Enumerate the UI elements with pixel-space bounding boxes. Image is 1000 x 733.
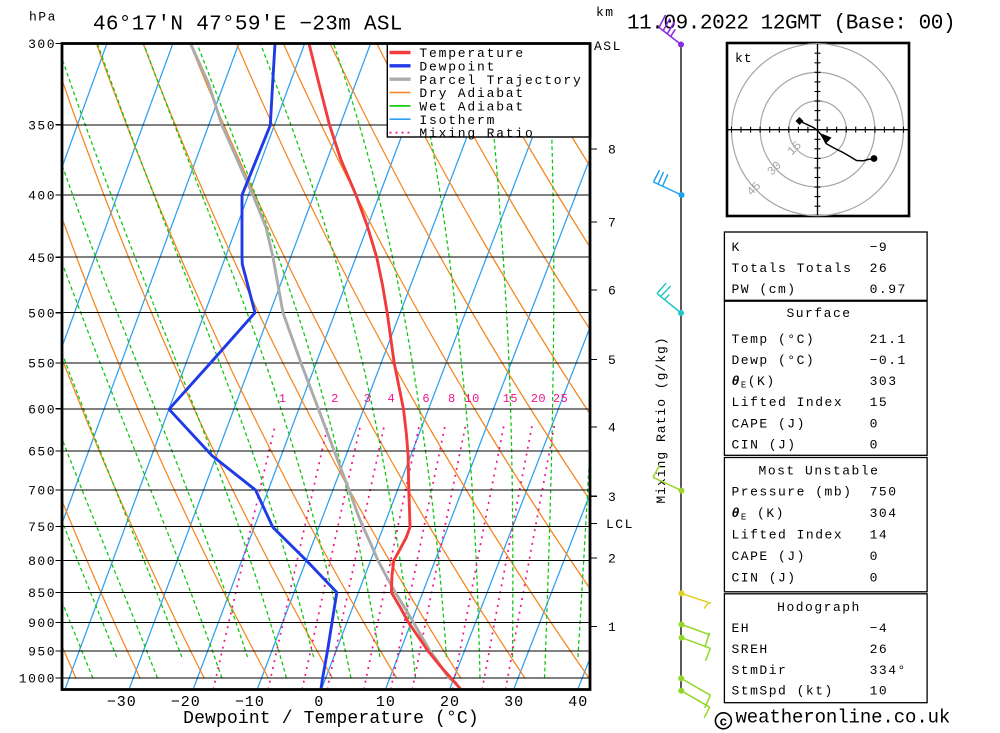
svg-text:LCL: LCL — [606, 517, 634, 532]
svg-text:650: 650 — [28, 445, 56, 460]
svg-text:0: 0 — [870, 571, 879, 586]
svg-text:θE (K): θE (K) — [732, 506, 785, 523]
svg-text:Totals Totals: Totals Totals — [732, 261, 853, 276]
svg-text:Pressure (mb): Pressure (mb) — [732, 485, 853, 500]
svg-text:21.1: 21.1 — [870, 332, 907, 347]
svg-text:θE(K): θE(K) — [732, 374, 776, 391]
svg-text:Most Unstable: Most Unstable — [759, 464, 880, 479]
svg-text:Lifted Index: Lifted Index — [732, 528, 844, 543]
svg-text:Mixing Ratio: Mixing Ratio — [419, 126, 534, 141]
svg-text:300: 300 — [28, 37, 56, 52]
svg-text:750: 750 — [870, 485, 898, 500]
svg-text:Surface: Surface — [786, 306, 851, 321]
svg-text:kt: kt — [735, 51, 753, 66]
svg-text:CIN (J): CIN (J) — [732, 438, 797, 453]
svg-text:500: 500 — [28, 306, 56, 321]
svg-text:2: 2 — [608, 552, 616, 567]
svg-text:8: 8 — [608, 143, 616, 158]
svg-text:25: 25 — [553, 392, 568, 406]
svg-text:3: 3 — [364, 392, 372, 406]
svg-text:1: 1 — [608, 620, 616, 635]
svg-text:304: 304 — [870, 506, 898, 521]
svg-text:−20: −20 — [171, 694, 201, 711]
svg-text:450: 450 — [28, 251, 56, 266]
svg-text:Mixing Ratio (g/kg): Mixing Ratio (g/kg) — [654, 336, 669, 503]
svg-text:0: 0 — [314, 694, 324, 711]
svg-text:Isotherm: Isotherm — [419, 113, 496, 128]
svg-text:10: 10 — [464, 392, 479, 406]
svg-text:550: 550 — [28, 357, 56, 372]
svg-text:600: 600 — [28, 402, 56, 417]
svg-text:Temp (°C): Temp (°C) — [732, 332, 816, 347]
svg-text:EH: EH — [732, 621, 751, 636]
svg-text:K: K — [732, 240, 741, 255]
svg-text:303: 303 — [870, 374, 898, 389]
svg-text:750: 750 — [28, 520, 56, 535]
svg-text:PW (cm): PW (cm) — [732, 282, 797, 297]
svg-text:−4: −4 — [870, 621, 889, 636]
svg-text:6: 6 — [422, 392, 430, 406]
svg-text:StmDir: StmDir — [732, 663, 788, 678]
svg-text:ASL: ASL — [594, 39, 622, 54]
svg-text:8: 8 — [448, 392, 456, 406]
svg-text:CIN (J): CIN (J) — [732, 571, 797, 586]
svg-text:StmSpd (kt): StmSpd (kt) — [732, 684, 834, 699]
svg-text:15: 15 — [870, 395, 889, 410]
svg-text:0: 0 — [870, 417, 879, 432]
svg-text:2: 2 — [331, 392, 339, 406]
svg-text:26: 26 — [870, 642, 889, 657]
svg-text:−10: −10 — [235, 694, 265, 711]
svg-text:700: 700 — [28, 484, 56, 499]
svg-text:Wet Adiabat: Wet Adiabat — [419, 100, 525, 115]
svg-text:0.97: 0.97 — [870, 282, 907, 297]
svg-text:11.09.2022 12GMT (Base: 00): 11.09.2022 12GMT (Base: 00) — [627, 13, 955, 36]
svg-text:3: 3 — [608, 490, 616, 505]
svg-text:Hodograph: Hodograph — [777, 600, 861, 615]
svg-text:Dry Adiabat: Dry Adiabat — [419, 86, 525, 101]
svg-text:26: 26 — [870, 261, 889, 276]
svg-text:1000: 1000 — [19, 672, 56, 687]
svg-text:Temperature: Temperature — [419, 46, 525, 61]
svg-text:Dewp (°C): Dewp (°C) — [732, 353, 816, 368]
svg-text:800: 800 — [28, 554, 56, 569]
svg-text:20: 20 — [531, 392, 546, 406]
svg-text:c: c — [719, 714, 727, 729]
svg-text:334°: 334° — [870, 663, 907, 678]
svg-text:Dewpoint: Dewpoint — [419, 59, 496, 74]
svg-text:14: 14 — [870, 528, 889, 543]
svg-text:350: 350 — [28, 118, 56, 133]
svg-text:Dewpoint / Temperature (°C): Dewpoint / Temperature (°C) — [183, 709, 479, 729]
svg-text:CAPE (J): CAPE (J) — [732, 549, 806, 564]
svg-text:km: km — [596, 5, 615, 20]
svg-text:−9: −9 — [870, 240, 889, 255]
svg-text:40: 40 — [568, 694, 588, 711]
svg-text:SREH: SREH — [732, 642, 769, 657]
svg-text:Lifted Index: Lifted Index — [732, 395, 844, 410]
svg-text:10: 10 — [870, 684, 889, 699]
svg-text:46°17'N 47°59'E −23m ASL: 46°17'N 47°59'E −23m ASL — [93, 14, 403, 37]
svg-text:weatheronline.co.uk: weatheronline.co.uk — [736, 707, 951, 729]
svg-text:850: 850 — [28, 586, 56, 601]
svg-text:950: 950 — [28, 645, 56, 660]
svg-text:30: 30 — [504, 694, 524, 711]
svg-text:CAPE (J): CAPE (J) — [732, 417, 806, 432]
svg-text:400: 400 — [28, 189, 56, 204]
svg-text:6: 6 — [608, 284, 616, 299]
svg-text:900: 900 — [28, 616, 56, 631]
svg-text:20: 20 — [440, 694, 460, 711]
svg-text:−30: −30 — [107, 694, 137, 711]
svg-text:10: 10 — [376, 694, 396, 711]
svg-text:4: 4 — [388, 392, 396, 406]
svg-text:1: 1 — [279, 392, 287, 406]
svg-text:4: 4 — [608, 421, 616, 436]
svg-text:0: 0 — [870, 549, 879, 564]
svg-text:−0.1: −0.1 — [870, 353, 907, 368]
svg-text:5: 5 — [608, 353, 616, 368]
svg-text:0: 0 — [870, 438, 879, 453]
svg-text:7: 7 — [608, 216, 616, 231]
svg-text:Parcel Trajectory: Parcel Trajectory — [419, 73, 582, 88]
svg-text:15: 15 — [503, 392, 518, 406]
svg-text:hPa: hPa — [29, 10, 57, 25]
